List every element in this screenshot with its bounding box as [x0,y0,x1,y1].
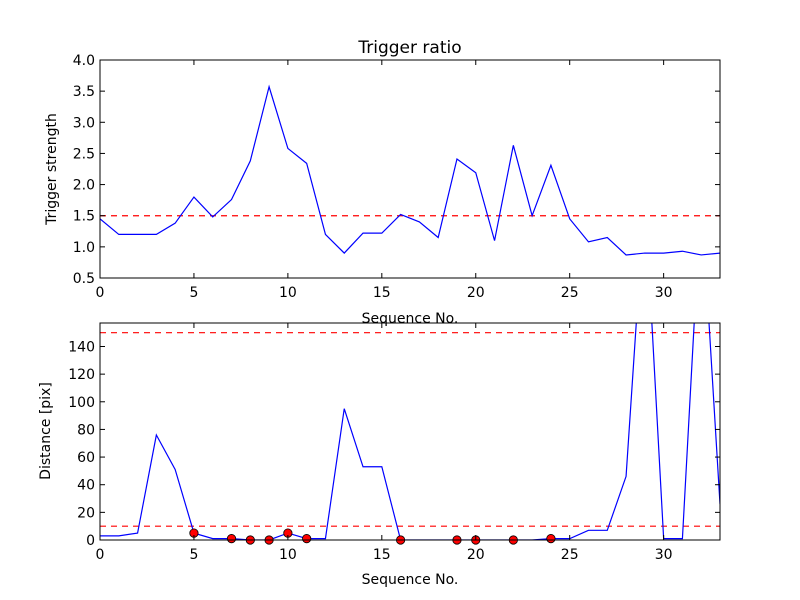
chart-title: Trigger ratio [357,38,461,58]
ticks: 0 5 10 15 20 25 30 0 20 40 60 80 100 120 140 [68,323,720,563]
y-tick-label: 3.0 [73,115,95,131]
x-tick-label: 10 [279,547,297,563]
y-tick-label: 100 [68,395,95,411]
y-tick-label: 1.0 [73,240,95,256]
y-tick-label: 4.0 [73,53,95,69]
x-tick-label: 10 [279,285,297,301]
plot-area [100,323,720,540]
y-tick-label: 2.5 [73,146,95,162]
y-tick-label: 20 [77,505,95,521]
x-tick-label: 20 [467,547,485,563]
y-tick-label: 3.5 [73,84,95,100]
y-tick-label: 60 [77,450,95,466]
y-tick-label: 80 [77,422,95,438]
x-tick-label: 0 [96,285,105,301]
data-point-marker [302,534,312,544]
distance-panel: 0 5 10 15 20 25 30 0 20 40 60 80 100 120 140 Sequence … [38,322,721,588]
x-tick-label: 25 [561,547,579,563]
y-tick-label: 2.0 [73,178,95,194]
y-tick-label: 0.5 [73,271,95,287]
x-tick-label: 15 [373,285,391,301]
y-tick-label: 120 [68,367,95,383]
trigger-ratio-panel: Trigger ratio 0 5 10 15 20 25 30 0.5 1.0 1.5 2.0 2.… [44,38,721,327]
y-tick-label: 0 [86,533,95,549]
x-tick-label: 5 [189,285,198,301]
y-tick-label: 1.5 [73,209,95,225]
x-tick-label: 30 [655,285,673,301]
y-axis-label: Distance [pix] [38,382,54,480]
y-axis-label: Trigger strength [44,113,60,226]
series-line [100,84,720,256]
axes-frame [99,59,721,279]
data-point-marker [226,534,237,544]
x-tick-label: 5 [189,547,198,563]
x-axis-label: Sequence No. [362,311,459,327]
y-tick-label: 140 [68,339,95,355]
x-tick-label: 25 [561,285,579,301]
axes-frame [99,322,721,541]
x-axis-label: Sequence No. [362,572,459,588]
x-tick-label: 15 [373,547,391,563]
x-tick-label: 20 [467,285,485,301]
y-tick-label: 40 [77,478,95,494]
ticks: 0 5 10 15 20 25 30 0.5 1.0 1.5 2.0 2.5 3.0 3.5 4.0 [73,53,720,301]
data-point-marker [546,534,556,544]
x-tick-label: 0 [96,547,105,563]
x-tick-label: 30 [655,547,673,563]
plot-area [100,84,720,256]
series-line [100,323,720,540]
